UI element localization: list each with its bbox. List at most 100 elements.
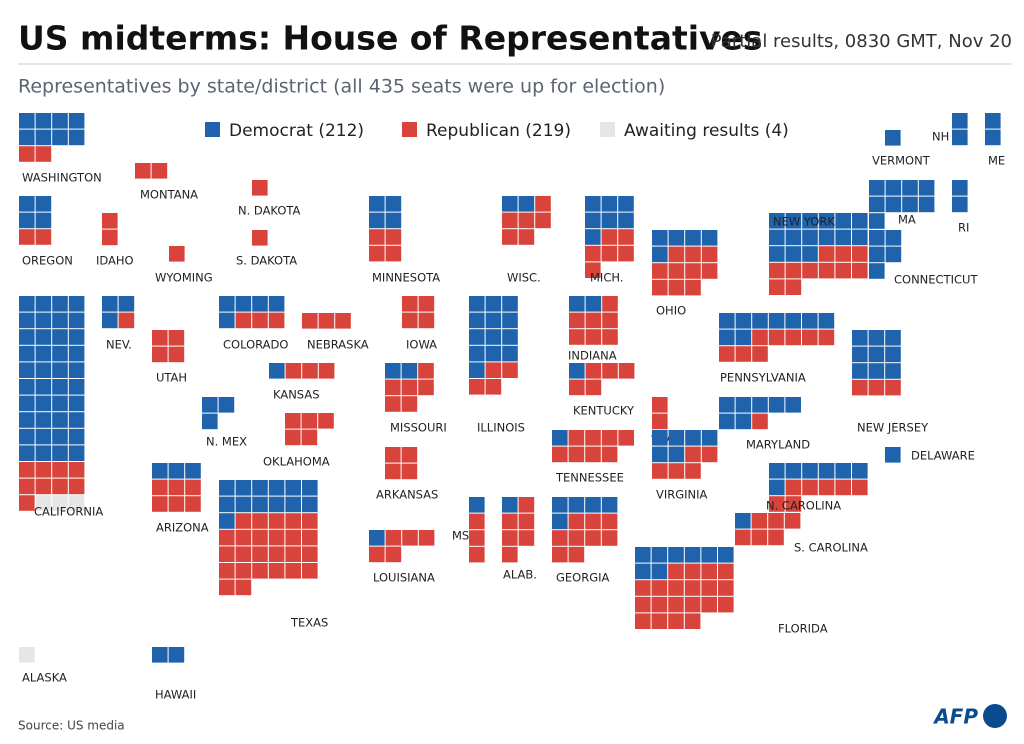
state-label: IDAHO <box>96 254 134 268</box>
seat-tile <box>802 479 818 496</box>
seat-tile <box>68 379 85 395</box>
seat-tile <box>19 296 35 312</box>
seat-tile <box>585 329 602 345</box>
seat-tile <box>652 263 668 279</box>
seat-tile <box>735 513 751 529</box>
seat-tile <box>118 312 135 329</box>
state-label: WISC. <box>507 271 541 285</box>
seat-tile <box>684 596 701 613</box>
seat-tile <box>618 430 634 446</box>
seat-tile <box>19 395 35 412</box>
state-label: TEXAS <box>290 616 328 630</box>
seat-tile <box>618 212 634 229</box>
seat-tile <box>369 245 385 262</box>
seat-tile <box>168 463 185 479</box>
seat-tile <box>885 246 902 263</box>
seat-tile <box>52 495 68 511</box>
seat-tile <box>601 430 618 446</box>
seat-tile <box>952 129 968 146</box>
seat-tile <box>35 495 52 511</box>
seat-tile <box>502 329 518 345</box>
seat-tile <box>752 397 768 413</box>
seat-tile <box>818 463 835 479</box>
seat-tile <box>469 296 485 312</box>
state-label: DELAWARE <box>911 449 975 463</box>
seat-tile <box>268 480 285 496</box>
seat-tile <box>518 212 535 229</box>
seat-tile <box>785 213 802 229</box>
seat-tile <box>869 263 885 279</box>
seat-tile <box>35 478 52 495</box>
seat-tile <box>652 446 668 463</box>
seat-tile <box>868 346 885 363</box>
seat-tile <box>601 513 618 530</box>
state-label: N. MEX <box>206 435 247 449</box>
seat-tile <box>668 246 685 263</box>
seat-tile <box>601 446 618 463</box>
seat-tile <box>735 529 751 546</box>
seat-tile <box>585 212 601 229</box>
seat-tile <box>285 480 301 496</box>
seat-tile <box>585 379 602 396</box>
seat-tile <box>35 345 52 362</box>
seat-tile <box>52 329 68 345</box>
seat-tile <box>268 496 285 513</box>
seat-tile <box>618 363 635 379</box>
seat-tile <box>835 262 851 279</box>
state-label: MARYLAND <box>746 438 810 452</box>
seat-tile <box>585 513 601 530</box>
seat-tile <box>602 363 618 379</box>
seat-tile <box>652 397 668 413</box>
seat-tile <box>701 596 717 613</box>
seat-tile <box>684 580 701 596</box>
seat-tile <box>35 229 52 245</box>
seat-tile <box>52 478 68 495</box>
seat-tile <box>735 413 752 430</box>
seat-tile <box>635 596 651 613</box>
seat-tile <box>568 513 585 530</box>
seat-tile <box>585 229 601 245</box>
state-label: S. DAKOTA <box>236 254 297 268</box>
seat-tile <box>318 313 335 329</box>
seat-tile <box>202 397 218 413</box>
seat-tile <box>785 329 801 346</box>
state-label: IOWA <box>406 338 437 352</box>
seat-tile <box>701 563 717 580</box>
seat-tile <box>852 363 868 379</box>
seat-tile <box>19 129 35 146</box>
note: Partial results, 0830 GMT, Nov 20 <box>711 31 1012 52</box>
seat-tile <box>769 229 785 246</box>
seat-tile <box>35 428 52 445</box>
seat-tile <box>852 229 868 246</box>
seat-tile <box>552 530 568 546</box>
seat-tile <box>552 546 568 563</box>
seat-tile <box>835 479 851 496</box>
seat-tile <box>369 229 385 245</box>
seat-tile <box>385 245 402 262</box>
seat-tile <box>68 445 85 461</box>
seat-tile <box>235 312 252 329</box>
seat-tile <box>768 329 785 346</box>
seat-tile <box>585 196 601 212</box>
seat-tile <box>19 362 35 378</box>
seat-tile <box>502 513 518 530</box>
state-label: PENNSYLVANIA <box>720 371 806 385</box>
seat-tile <box>252 312 268 329</box>
seat-tile <box>518 196 535 212</box>
seat-tile <box>68 129 85 146</box>
seat-tile <box>668 613 684 629</box>
seat-tile <box>152 463 168 479</box>
seat-tile <box>469 497 485 513</box>
seat-tile <box>269 363 285 379</box>
seat-tile <box>401 363 418 379</box>
seat-tile <box>318 413 334 429</box>
seat-tile <box>735 397 752 413</box>
seat-tile <box>68 412 85 428</box>
seat-tile <box>19 329 35 345</box>
seat-tile <box>652 463 668 479</box>
seat-tile <box>668 580 684 596</box>
seat-tile <box>719 329 735 346</box>
seat-tile <box>168 479 185 496</box>
seat-tile <box>719 346 735 362</box>
